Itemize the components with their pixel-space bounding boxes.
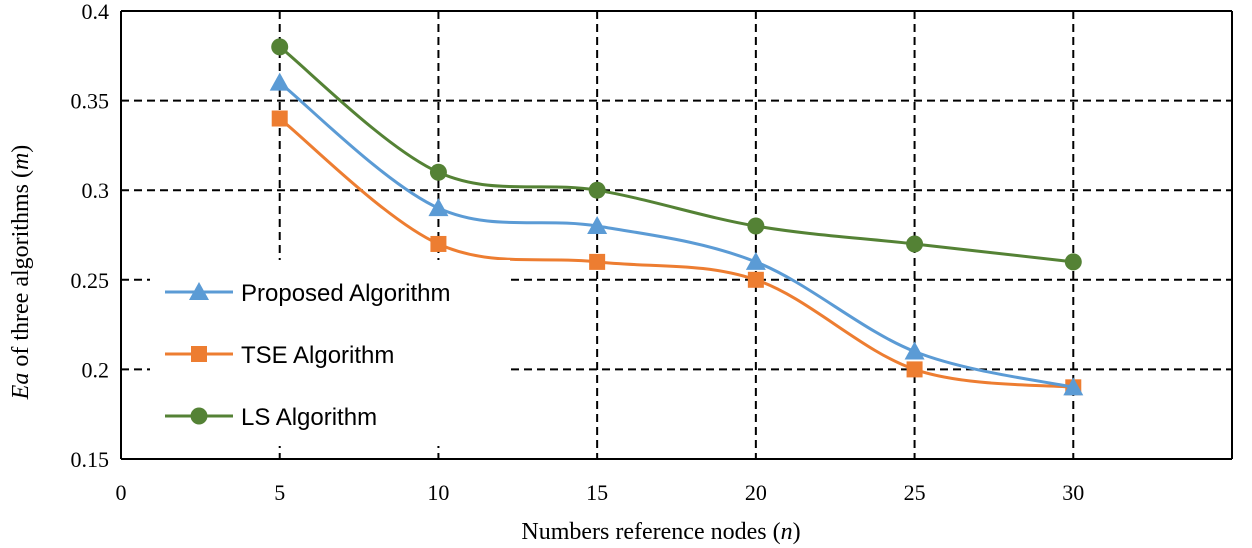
series [269, 38, 1084, 396]
axes [120, 11, 1233, 460]
data-point-ls-algorithm [906, 235, 924, 253]
y-tick-labels: 0.15 0.2 0.25 0.3 0.35 0.4 [71, 0, 110, 472]
series-ls-algorithm [271, 38, 1082, 271]
x-tick-label: 25 [904, 480, 926, 505]
data-point-proposed-algorithm [428, 198, 449, 217]
y-axis-title: Ea of three algorithms (m) [8, 145, 34, 401]
data-point-tse-algorithm [906, 361, 923, 378]
x-tick-label: 10 [427, 480, 449, 505]
data-point-proposed-algorithm [745, 251, 766, 270]
series-line-ls-algorithm [278, 45, 1074, 264]
data-point-tse-algorithm [747, 271, 764, 288]
y-tick-label: 0.2 [82, 357, 110, 382]
x-tick-label: 0 [116, 480, 127, 505]
x-tick-label: 5 [274, 480, 285, 505]
x-tick-label: 20 [745, 480, 767, 505]
legend-marker-proposed-algorithm [189, 282, 209, 300]
legend-label-proposed-algorithm: Proposed Algorithm [241, 280, 450, 307]
legend-marker-ls-algorithm [190, 407, 208, 425]
data-point-ls-algorithm [1064, 253, 1082, 271]
data-point-proposed-algorithm [1063, 377, 1084, 396]
series-line-proposed-algorithm [278, 81, 1074, 389]
data-point-tse-algorithm [430, 235, 447, 252]
y-tick-label: 0.25 [71, 268, 110, 293]
y-tick-label: 0.4 [82, 0, 110, 24]
legend: Proposed Algorithm TSE Algorithm LS Algori… [150, 260, 510, 446]
data-point-tse-algorithm [271, 110, 288, 127]
series-line-tse-algorithm [278, 117, 1074, 389]
data-point-proposed-algorithm [269, 72, 290, 91]
series-tse-algorithm [271, 110, 1082, 396]
y-tick-label: 0.35 [71, 89, 110, 114]
data-point-ls-algorithm [588, 181, 606, 199]
y-tick-label: 0.3 [82, 178, 110, 203]
x-axis-title: Numbers reference nodes (n) [521, 519, 800, 545]
data-point-tse-algorithm [589, 253, 606, 270]
x-tick-label: 15 [586, 480, 608, 505]
data-point-proposed-algorithm [587, 216, 608, 235]
x-tick-labels: 0 5 10 15 20 25 30 [116, 480, 1085, 505]
data-point-ls-algorithm [747, 217, 765, 235]
series-proposed-algorithm [269, 72, 1084, 396]
legend-label-ls-algorithm: LS Algorithm [241, 404, 377, 431]
legend-marker-tse-algorithm [191, 346, 207, 362]
y-tick-label: 0.15 [71, 447, 110, 472]
data-point-ls-algorithm [429, 163, 447, 181]
x-tick-label: 30 [1062, 480, 1084, 505]
legend-label-tse-algorithm: TSE Algorithm [241, 342, 394, 369]
data-point-proposed-algorithm [904, 341, 925, 360]
data-point-ls-algorithm [271, 38, 289, 56]
